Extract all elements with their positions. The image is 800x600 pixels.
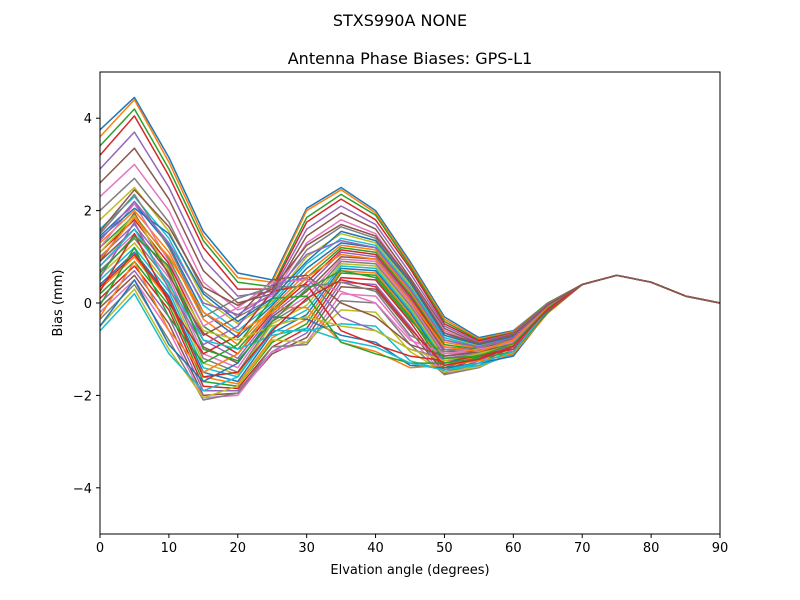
y-tick-label: −4 [73,482,92,497]
series-line [99,189,721,345]
y-axis-ticks: −4 −2 0 2 4 [73,112,100,497]
x-tick-label: 90 [712,541,729,556]
x-tick-label: 40 [367,541,384,556]
y-tick-label: 4 [84,112,92,127]
x-tick-label: 50 [436,541,453,556]
chart-title: Antenna Phase Biases: GPS-L1 [288,49,533,68]
y-axis-label: Bias (mm) [51,270,66,337]
x-axis-ticks: 0 10 20 30 40 50 60 70 80 90 [96,534,728,556]
x-tick-label: 80 [643,541,660,556]
x-tick-label: 20 [230,541,247,556]
x-tick-label: 0 [96,541,104,556]
y-tick-label: −2 [73,389,92,404]
y-tick-label: 2 [84,205,92,220]
x-tick-label: 30 [298,541,315,556]
y-tick-label: 0 [84,297,92,312]
series-lines [99,96,721,401]
x-axis-label: Elvation angle (degrees) [330,563,489,578]
x-tick-label: 60 [505,541,522,556]
x-tick-label: 10 [161,541,178,556]
suptitle: STXS990A NONE [333,11,467,30]
x-tick-label: 70 [574,541,591,556]
